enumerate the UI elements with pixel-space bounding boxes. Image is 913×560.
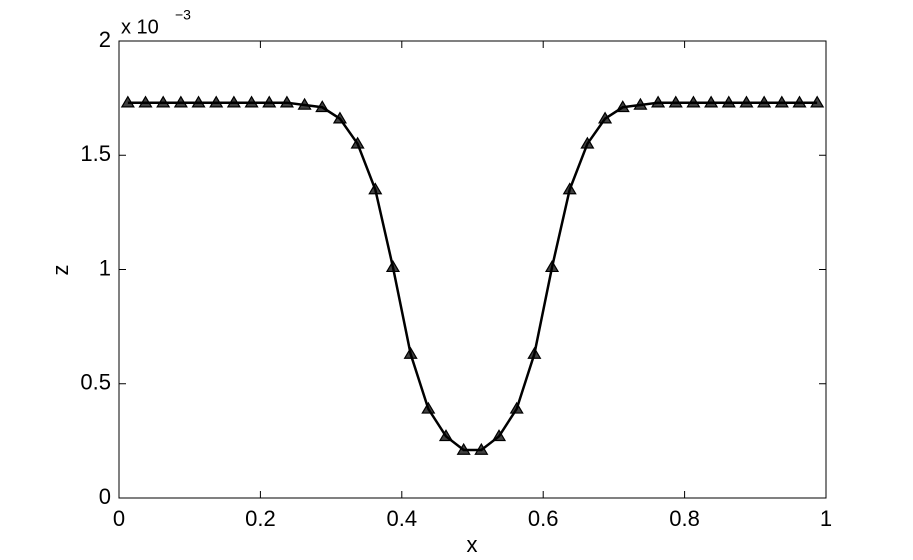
plot-frame xyxy=(118,40,827,499)
data-marker xyxy=(209,95,224,108)
data-marker xyxy=(598,111,613,124)
data-marker xyxy=(562,182,577,195)
y-tick-label: 1 xyxy=(99,255,111,280)
data-marker xyxy=(173,95,188,108)
x-axis-label: x xyxy=(467,532,478,557)
y-axis-label: z xyxy=(48,265,73,276)
data-marker xyxy=(721,95,736,108)
data-marker xyxy=(421,401,436,414)
y-tick-label: 0 xyxy=(99,484,111,509)
data-marker xyxy=(191,95,206,108)
data-marker xyxy=(810,95,825,108)
x-tick-label: 0.2 xyxy=(245,506,276,531)
data-marker xyxy=(527,346,542,359)
data-marker xyxy=(651,95,666,108)
data-marker xyxy=(385,260,401,273)
data-marker xyxy=(350,136,365,149)
x-tick-label: 0.6 xyxy=(528,506,559,531)
data-marker xyxy=(615,100,630,113)
data-marker xyxy=(792,95,807,108)
x-tick-label: 1 xyxy=(820,506,832,531)
data-marker xyxy=(120,95,135,108)
data-marker xyxy=(509,401,524,414)
data-line xyxy=(127,101,818,452)
data-marker xyxy=(226,95,241,108)
data-marker xyxy=(438,429,454,442)
data-marker xyxy=(403,346,418,359)
y-multiplier-exponent: −3 xyxy=(175,7,191,23)
y-tick-label: 1.5 xyxy=(80,141,111,166)
data-marker xyxy=(774,95,789,108)
data-marker xyxy=(244,95,259,108)
data-marker xyxy=(686,95,701,108)
data-marker xyxy=(297,97,312,110)
data-marker xyxy=(262,95,277,108)
data-marker xyxy=(279,95,294,108)
y-tick-label: 0.5 xyxy=(80,370,111,395)
data-marker xyxy=(739,95,754,108)
data-marker xyxy=(332,111,347,124)
data-marker xyxy=(544,260,560,273)
x-tick-label: 0.4 xyxy=(387,506,418,531)
data-marker xyxy=(474,442,489,455)
y-multiplier: x 10 xyxy=(121,16,159,38)
data-marker xyxy=(156,95,171,108)
data-marker xyxy=(668,95,683,108)
data-marker xyxy=(138,95,153,108)
x-tick-label: 0.8 xyxy=(669,506,700,531)
data-marker xyxy=(368,182,383,195)
y-tick-label: 2 xyxy=(99,27,111,52)
data-marker xyxy=(757,95,772,108)
data-marker xyxy=(491,429,507,442)
data-marker xyxy=(315,100,330,113)
data-marker xyxy=(580,136,595,149)
data-marker xyxy=(456,442,471,455)
data-marker xyxy=(633,97,648,110)
x-tick-label: 0 xyxy=(113,506,125,531)
data-marker xyxy=(704,95,719,108)
